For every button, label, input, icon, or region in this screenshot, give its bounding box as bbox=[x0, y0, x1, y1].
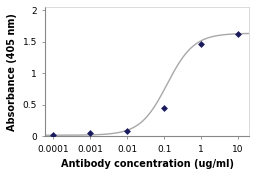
Y-axis label: Absorbance (405 nm): Absorbance (405 nm) bbox=[7, 13, 17, 131]
X-axis label: Antibody concentration (ug/ml): Antibody concentration (ug/ml) bbox=[61, 159, 234, 169]
